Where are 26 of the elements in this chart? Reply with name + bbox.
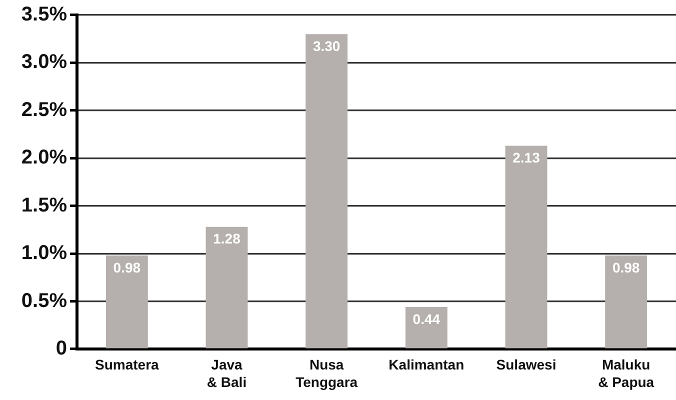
y-tick-label: 0.5% <box>21 290 68 312</box>
bar <box>306 34 348 348</box>
bar <box>206 226 248 348</box>
x-tick-label: Nusa Tenggara <box>296 356 358 390</box>
bar <box>505 146 548 348</box>
data-label: 0.98 <box>612 259 640 276</box>
data-label: 2.13 <box>512 150 540 166</box>
data-label: 0.44 <box>412 310 440 327</box>
x-tick-label: Java & Bali <box>206 356 247 390</box>
y-tick-label: 2.5% <box>21 98 68 121</box>
data-label: 0.98 <box>113 259 141 276</box>
bar <box>605 255 648 348</box>
x-tick-label: Sulawesi <box>496 356 556 373</box>
x-tick-label: Sumatera <box>95 356 160 373</box>
data-label: 1.28 <box>213 230 241 247</box>
bar <box>405 307 448 348</box>
y-tick-label: 0 <box>56 338 67 360</box>
bar <box>106 255 148 348</box>
y-tick-label: 1.0% <box>21 242 68 264</box>
y-tick-label: 3.5% <box>21 4 68 26</box>
x-tick-label: Kalimantan <box>388 356 464 373</box>
y-tick-label: 1.5% <box>21 194 68 216</box>
y-tick-label: 2.0% <box>21 146 68 169</box>
y-tick-label: 3.0% <box>21 51 68 74</box>
data-label: 3.30 <box>312 38 340 54</box>
x-tick-label: Maluku & Papua <box>598 356 654 390</box>
